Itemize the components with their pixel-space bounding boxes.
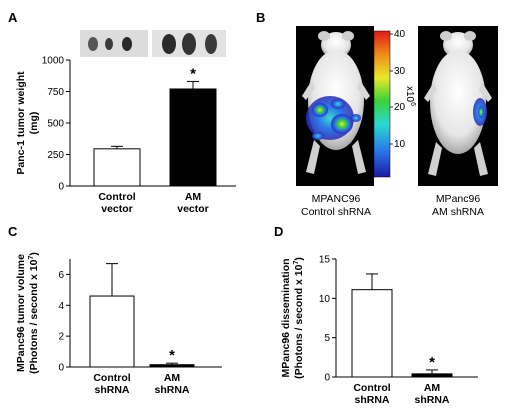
y-tick-label: 5 bbox=[324, 333, 330, 344]
category-label: Control bbox=[93, 372, 130, 384]
colorbar-tick: 10 bbox=[394, 139, 406, 150]
y-tick-label: 2 bbox=[58, 332, 64, 343]
mouse-image-am bbox=[418, 26, 498, 186]
bar bbox=[169, 88, 217, 187]
bar bbox=[93, 148, 141, 187]
category-label: vector bbox=[101, 203, 133, 215]
significance-marker: * bbox=[169, 347, 175, 364]
category-label: shRNA bbox=[354, 394, 389, 406]
bar bbox=[411, 373, 453, 378]
y-tick-label: 0 bbox=[324, 373, 330, 384]
y-axis-label: MPanc96 dissemination(Photons / second x… bbox=[280, 257, 305, 379]
caption-mouse-control: MPANC96 bbox=[312, 193, 361, 205]
tumor-photo-am bbox=[152, 30, 226, 57]
caption-mouse-control: Control shRNA bbox=[301, 206, 371, 218]
category-label: shRNA bbox=[414, 394, 449, 406]
panel-label-d: D bbox=[274, 224, 283, 239]
y-tick-label: 10 bbox=[319, 294, 331, 305]
y-tick-label: 500 bbox=[47, 119, 64, 130]
bar bbox=[149, 364, 195, 368]
category-label: Control bbox=[353, 382, 390, 394]
y-axis-label: MPanc96 tumor volume(Photons / second x … bbox=[15, 252, 40, 374]
bar bbox=[351, 289, 393, 378]
y-tick-label: 250 bbox=[47, 150, 64, 161]
y-tick-label: 1000 bbox=[42, 56, 65, 67]
chart-panel-c: 0 2 4 6 MPanc96 tumor volume(Photons / secon… bbox=[15, 252, 222, 396]
panel-label-b: B bbox=[256, 10, 265, 25]
category-label: AM bbox=[164, 372, 181, 384]
colorbar: 40 30 20 10 x106 bbox=[373, 29, 416, 178]
colorbar-tick: 30 bbox=[394, 66, 406, 77]
caption-mouse-am: AM shRNA bbox=[432, 206, 484, 218]
panel-label-a: A bbox=[8, 10, 18, 25]
chart-panel-d: 0 5 10 15 MPanc96 dissemination(Photons / se… bbox=[280, 255, 478, 406]
bar bbox=[89, 295, 135, 368]
category-label: Control bbox=[98, 191, 135, 203]
category-label: shRNA bbox=[154, 384, 189, 396]
category-label: shRNA bbox=[94, 384, 129, 396]
significance-marker: * bbox=[429, 354, 435, 371]
colorbar-tick: 20 bbox=[394, 102, 406, 113]
y-tick-label: 4 bbox=[58, 301, 64, 312]
y-tick-label: 6 bbox=[58, 270, 64, 281]
category-label: AM bbox=[185, 191, 202, 203]
significance-marker: * bbox=[190, 65, 196, 82]
category-label: AM bbox=[424, 382, 441, 394]
colorbar-tick: 40 bbox=[394, 29, 406, 40]
y-axis-label: Panc-1 tumor weight(mg) bbox=[15, 71, 40, 175]
colorbar-unit: x106 bbox=[404, 86, 416, 106]
y-tick-label: 750 bbox=[47, 87, 64, 98]
caption-mouse-am: MPanc96 bbox=[436, 193, 481, 205]
y-tick-label: 0 bbox=[58, 363, 64, 374]
mouse-image-control bbox=[296, 26, 374, 186]
tumor-photo-control bbox=[80, 30, 148, 57]
y-tick-label: 15 bbox=[319, 255, 331, 266]
category-label: vector bbox=[177, 203, 209, 215]
y-tick-label: 0 bbox=[58, 182, 64, 193]
panel-label-c: C bbox=[8, 224, 18, 239]
